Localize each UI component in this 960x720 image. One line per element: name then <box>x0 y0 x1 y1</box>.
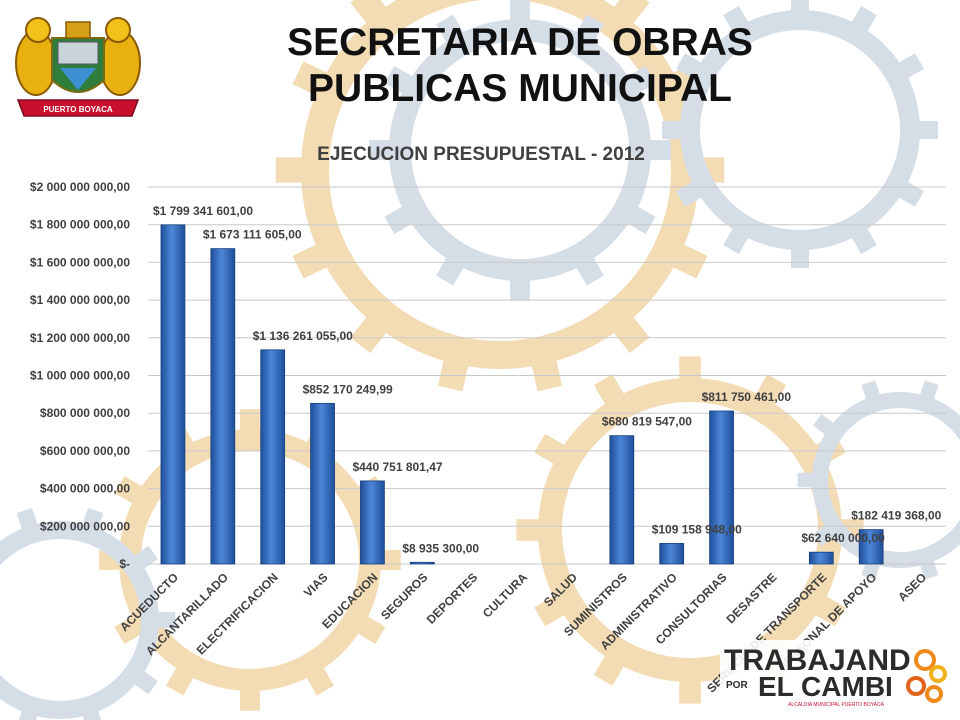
x-tick-label: ASEO <box>895 570 929 604</box>
y-tick-label: $800 000 000,00 <box>40 406 130 420</box>
crest-ribbon: PUERTO BOYACA <box>16 99 140 117</box>
slide-title: SECRETARIA DE OBRAS PUBLICAS MUNICIPAL <box>240 20 800 112</box>
bar-vias <box>310 402 335 565</box>
y-tick-label: $1 200 000 000,00 <box>30 331 130 345</box>
chart-bars <box>160 224 884 565</box>
data-label: $109 158 948,00 <box>652 522 742 536</box>
x-tick-label: SALUD <box>541 570 580 609</box>
background-gear-6 <box>797 380 960 580</box>
data-label: $852 170 249,99 <box>303 382 393 396</box>
data-label: $680 819 547,00 <box>602 415 692 429</box>
bar-educacion <box>360 480 385 565</box>
chart-title: EJECUCION PRESUPUESTAL - 2012 <box>317 144 645 165</box>
data-label: $811 750 461,00 <box>702 390 792 404</box>
bar-servicio-de-transporte <box>808 551 834 565</box>
municipal-crest: PUERTO BOYACA <box>15 17 141 117</box>
background-gear-1 <box>369 0 671 301</box>
bar-administrativo <box>659 543 685 565</box>
data-label: $182 419 368,00 <box>851 509 941 523</box>
brand-word-1: TRABAJAND <box>724 644 911 677</box>
data-label: $1 799 341 601,00 <box>153 204 253 218</box>
slide-title-line-1: SECRETARIA DE OBRAS <box>287 21 753 64</box>
x-tick-label: SEGUROS <box>378 570 430 622</box>
bar-suministros <box>609 435 635 565</box>
y-tick-label: $1 000 000 000,00 <box>30 369 130 383</box>
y-tick-label: $1 400 000 000,00 <box>30 293 130 307</box>
bar-alcantarillado <box>210 248 236 565</box>
x-tick-label: DEPORTES <box>424 570 481 627</box>
bar-electrificacion <box>260 349 286 565</box>
crest-ribbon-text: PUERTO BOYACA <box>43 105 113 114</box>
bar-personal-de-apoyo <box>858 529 884 565</box>
brand-word-2: EL CAMBI <box>758 671 893 702</box>
bar-acueducto <box>160 224 186 565</box>
x-tick-label: CULTURA <box>480 570 531 621</box>
data-label: $62 640 000,00 <box>801 531 885 545</box>
data-label: $1 673 111 605,00 <box>203 228 302 242</box>
x-tick-label: VIAS <box>301 570 331 600</box>
data-label: $440 751 801,47 <box>352 460 442 474</box>
data-label: $1 136 261 055,00 <box>253 329 353 343</box>
bar-consultorias <box>709 410 734 565</box>
background-gear-2 <box>662 0 938 268</box>
bar-seguros <box>409 561 435 565</box>
crest-lions-icon <box>15 17 141 96</box>
campaign-logo: TRABAJAND POR EL CAMBI ALCALDIA MUNICIPA… <box>720 640 952 710</box>
y-tick-label: $2 000 000 000,00 <box>30 180 130 194</box>
brand-subtitle: ALCALDIA MUNICIPAL PUERTO BOYACA <box>788 702 885 708</box>
data-label: $8 935 300,00 <box>402 541 479 555</box>
crest-shield-icon <box>51 21 105 93</box>
y-tick-label: $400 000 000,00 <box>40 482 130 496</box>
chart-data-labels: $1 799 341 601,00 $1 673 111 605,00 $1 136… <box>153 204 942 555</box>
y-tick-label: $600 000 000,00 <box>40 444 130 458</box>
slide-title-line-2: PUBLICAS MUNICIPAL <box>308 67 732 110</box>
brand-word-por: POR <box>726 680 748 691</box>
y-tick-label: $1 800 000 000,00 <box>30 218 130 232</box>
y-tick-label: $200 000 000,00 <box>40 519 130 533</box>
x-tick-label: ALCANTARILLADO <box>143 570 231 658</box>
y-tick-label: $1 600 000 000,00 <box>30 255 130 269</box>
y-tick-label: $- <box>119 557 130 571</box>
background-gear-5 <box>0 507 176 720</box>
y-axis-tick-labels: $- $200 000 000,00 $400 000 000,00 $600 000… <box>30 180 130 571</box>
brand-gears-icon <box>906 649 947 703</box>
background-gear-0 <box>275 0 725 392</box>
